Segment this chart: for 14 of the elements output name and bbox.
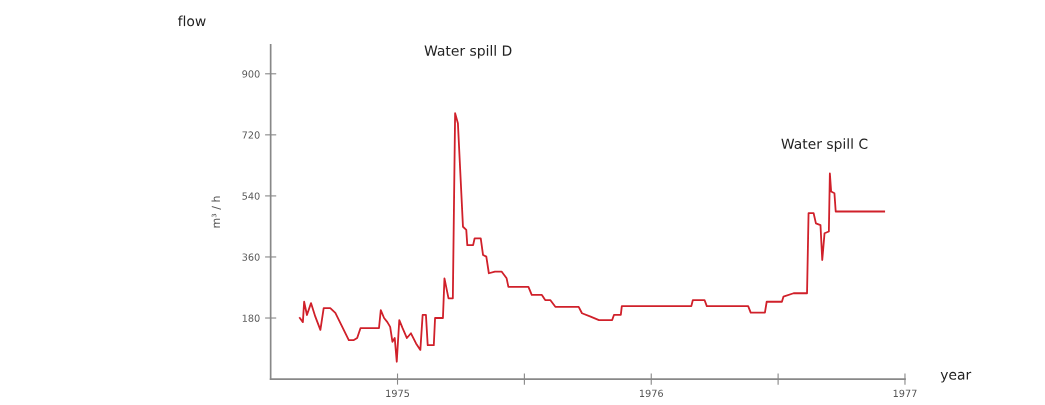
annotation: Water spill C bbox=[781, 138, 868, 152]
y-tick-label: 900 bbox=[242, 70, 260, 78]
y-tick-label: 360 bbox=[242, 253, 260, 261]
y-tick-label: 540 bbox=[242, 192, 260, 200]
x-axis-title: year bbox=[940, 371, 972, 383]
y-axis-title: m³ / h bbox=[211, 196, 221, 228]
x-tick-label: 1975 bbox=[386, 389, 410, 398]
text: flow bbox=[177, 15, 206, 27]
line-series bbox=[298, 112, 886, 363]
y-tick-label: 180 bbox=[242, 314, 260, 322]
x-tick-label: 1977 bbox=[893, 389, 917, 398]
annotation: Water spill D bbox=[424, 45, 512, 59]
y-tick-label: 720 bbox=[242, 131, 260, 139]
x-tick-label: 1976 bbox=[639, 389, 663, 398]
